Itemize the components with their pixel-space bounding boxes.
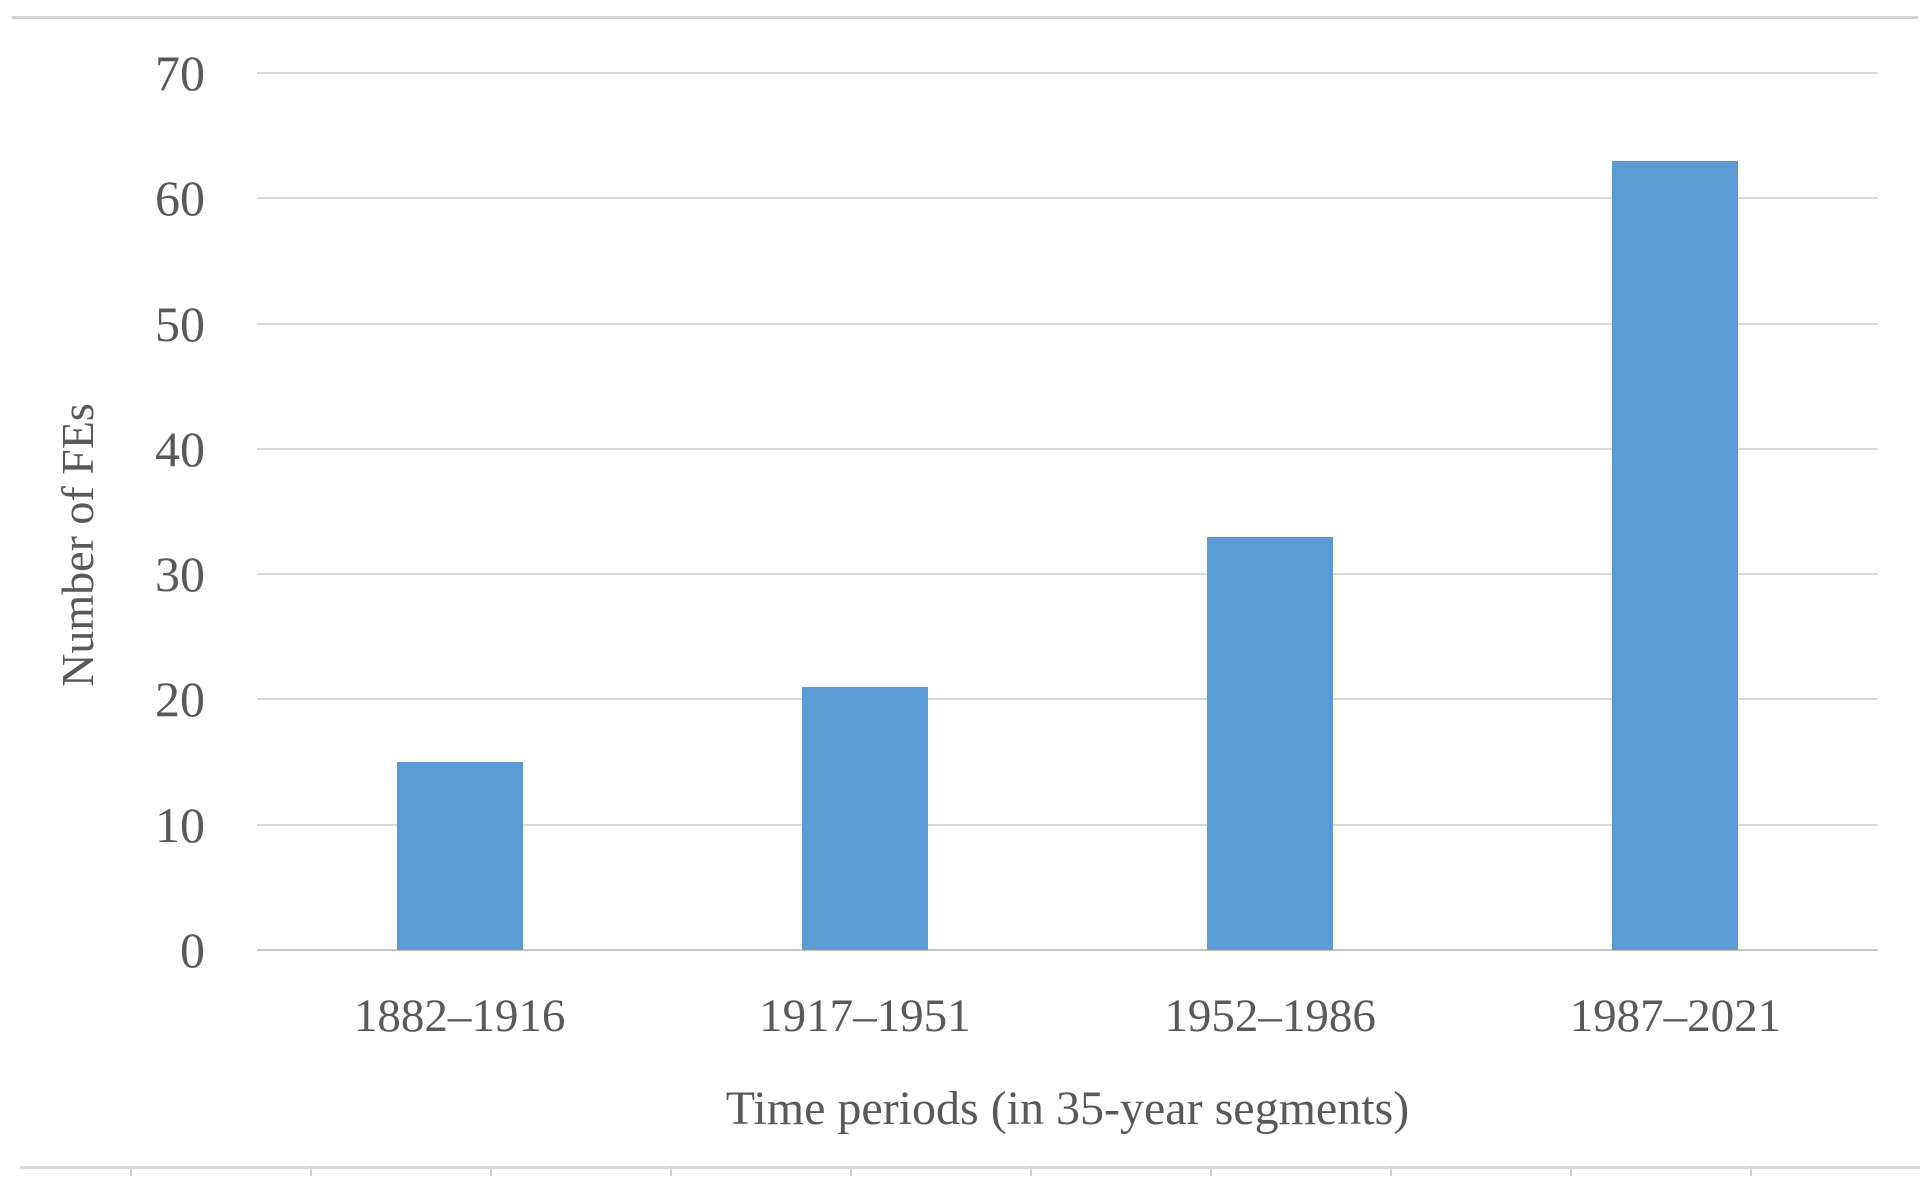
x-tick-label: 1917–1951 [759, 990, 971, 1042]
x-tick-label: 1952–1986 [1164, 990, 1376, 1042]
x-tick-label: 1882–1916 [353, 990, 566, 1042]
ruler-tick [1030, 1166, 1032, 1176]
ruler-tick [1210, 1166, 1212, 1176]
gridline [257, 823, 1878, 826]
ruler-tick [310, 1166, 312, 1176]
gridline [257, 573, 1878, 576]
top-border-rule [12, 16, 1918, 19]
y-tick-label: 60 [155, 170, 205, 227]
gridline [257, 447, 1878, 450]
bar-1882–1916 [396, 762, 523, 950]
gridline [257, 698, 1878, 701]
bar-1952–1986 [1207, 536, 1334, 950]
ruler-tick [130, 1166, 132, 1176]
gridline [257, 322, 1878, 325]
bar-1987–2021 [1612, 160, 1739, 950]
x-axis-title: Time periods (in 35-year segments) [725, 1082, 1410, 1135]
y-tick-label: 50 [155, 295, 205, 352]
y-tick-label: 10 [155, 796, 205, 853]
ruler-tick [670, 1166, 672, 1176]
bottom-border-rule [20, 1166, 1920, 1169]
ruler-tick [1750, 1166, 1752, 1176]
y-tick-label: 20 [155, 671, 205, 728]
ruler-tick [850, 1166, 852, 1176]
y-tick-label: 0 [180, 922, 205, 978]
gridline [257, 197, 1878, 200]
y-tick-label: 40 [155, 420, 205, 477]
ruler-tick [1570, 1166, 1572, 1176]
plot-area [257, 72, 1878, 951]
x-tick-label: 1987–2021 [1569, 990, 1782, 1042]
gridline [257, 72, 1878, 74]
bar-1917–1951 [801, 686, 928, 950]
x-axis-line [257, 949, 1878, 951]
y-tick-label: 70 [155, 45, 205, 101]
ruler-tick [490, 1166, 492, 1176]
ruler-tick [1390, 1166, 1392, 1176]
y-tick-label: 30 [155, 546, 205, 603]
